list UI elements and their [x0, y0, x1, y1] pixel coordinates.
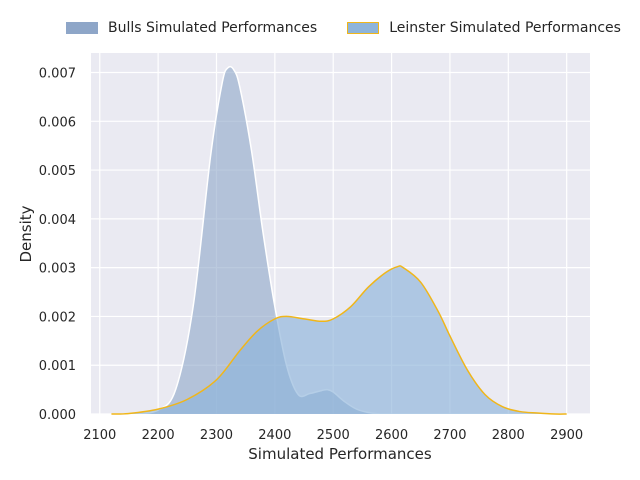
legend: Bulls Simulated Performances Leinster Si…	[66, 20, 621, 36]
x-tick-label-5: 2600	[375, 428, 408, 443]
y-tick-label-6: 0.006	[39, 115, 76, 130]
y-axis-label: Density	[17, 205, 35, 262]
series-area-0	[134, 66, 380, 414]
x-tick-label-4: 2500	[317, 428, 350, 443]
x-tick-label-1: 2200	[142, 428, 175, 443]
y-tick-label-1: 0.001	[39, 359, 76, 374]
y-tick-label-2: 0.002	[39, 310, 76, 325]
y-tick-labels: 0.000 0.001 0.002 0.003 0.004 0.005 0.006 0.007	[39, 67, 76, 423]
x-tick-label-8: 2900	[550, 428, 583, 443]
legend-item-bulls: Bulls Simulated Performances	[66, 20, 317, 36]
series-area-1	[111, 265, 567, 415]
legend-swatch-leinster	[347, 22, 380, 34]
x-tick-label-6: 2700	[433, 428, 466, 443]
y-tick-label-3: 0.003	[39, 262, 76, 277]
y-tick-label-4: 0.004	[39, 213, 76, 228]
legend-swatch-bulls	[66, 22, 98, 34]
legend-label-bulls: Bulls Simulated Performances	[108, 20, 318, 36]
x-tick-label-3: 2400	[258, 428, 291, 443]
y-tick-label-0: 0.000	[39, 408, 76, 423]
density-areas	[111, 65, 567, 415]
y-tick-label-5: 0.005	[39, 164, 76, 179]
x-tick-labels: 2100 2200 2300 2400 2500 2600 2700 2800 2900	[83, 428, 583, 443]
x-tick-label-0: 2100	[83, 428, 116, 443]
x-tick-label-2: 2300	[200, 428, 233, 443]
legend-label-leinster: Leinster Simulated Performances	[389, 20, 621, 36]
x-tick-label-7: 2800	[492, 428, 525, 443]
x-axis-label: Simulated Performances	[248, 445, 432, 463]
legend-item-leinster: Leinster Simulated Performances	[347, 20, 621, 36]
series-line-1	[111, 265, 567, 415]
y-tick-label-7: 0.007	[39, 67, 76, 82]
